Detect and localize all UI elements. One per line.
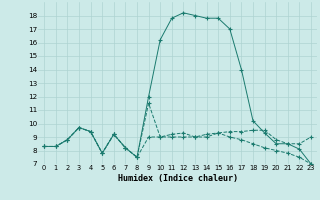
X-axis label: Humidex (Indice chaleur): Humidex (Indice chaleur) — [118, 174, 238, 183]
